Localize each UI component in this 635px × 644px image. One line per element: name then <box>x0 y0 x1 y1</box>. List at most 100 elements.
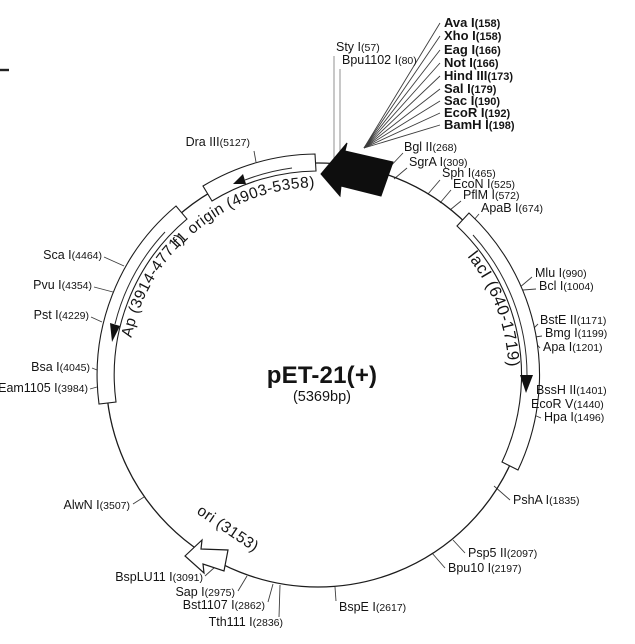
site-name: PshA I <box>513 493 549 507</box>
site-leader-line <box>363 112 441 149</box>
site-leader-line <box>363 75 441 149</box>
site-name: Sty I <box>336 40 361 54</box>
laci-direction-arrowhead <box>520 375 533 393</box>
site-position: (5127) <box>220 137 250 149</box>
ap-gene-band <box>96 205 188 405</box>
site-position: (173) <box>487 71 513 83</box>
site-name: Sap I <box>175 585 204 599</box>
site-position: (4354) <box>62 280 92 292</box>
site-name: Mlu I <box>535 266 562 280</box>
site-position: (2197) <box>491 563 521 575</box>
site-position: (572) <box>495 190 520 202</box>
plasmid-title: pET-21(+) <box>267 362 378 389</box>
site-label: Xho I(158) <box>444 28 502 43</box>
f1-direction-line <box>244 167 293 181</box>
site-leader-line <box>93 286 114 293</box>
site-leader-line <box>449 200 462 211</box>
site-name: Sca I <box>43 248 72 262</box>
site-name: Hpa I <box>544 410 574 424</box>
site-name: SgrA I <box>409 155 443 169</box>
site-position: (3091) <box>173 572 203 584</box>
site-label: Sca I(4464) <box>43 248 102 262</box>
site-leader-line <box>278 584 281 618</box>
site-label: Pvu I(4354) <box>33 278 92 292</box>
site-leader-line <box>334 586 337 602</box>
f1-origin-band <box>202 153 317 202</box>
ap-direction-line <box>114 231 166 325</box>
site-position: (198) <box>489 120 515 132</box>
site-label: SgrA I(309) <box>409 155 468 169</box>
site-position: (2617) <box>376 602 406 614</box>
site-name: Bgl II <box>404 140 433 154</box>
site-label: Bcl I(1004) <box>539 279 594 293</box>
site-position: (179) <box>471 84 497 96</box>
site-name: Bsa I <box>31 360 60 374</box>
site-position: (525) <box>491 179 516 191</box>
site-position: (158) <box>475 18 501 30</box>
site-label: Bpu10 I(2197) <box>448 561 521 575</box>
site-label: Tth111 I(2836) <box>209 615 283 629</box>
site-name: EcoR V <box>531 397 574 411</box>
site-label: Eam1105 I(3984) <box>0 381 88 395</box>
site-leader-line <box>267 583 274 603</box>
site-leader-line <box>363 124 441 149</box>
site-label: Bmg I(1199) <box>545 326 607 340</box>
site-position: (990) <box>562 268 587 280</box>
site-name: Bmg I <box>545 326 578 340</box>
site-label: Eag I(166) <box>444 42 501 57</box>
site-leader-line <box>393 167 408 180</box>
site-position: (192) <box>484 108 510 120</box>
site-name: Sph I <box>442 166 471 180</box>
site-leader-line <box>103 256 125 267</box>
site-label: Sph I(465) <box>442 166 496 180</box>
site-name: Sal I <box>444 81 471 96</box>
site-label: Hpa I(1496) <box>544 410 604 424</box>
site-name: ApaB I <box>481 201 519 215</box>
site-name: Not I <box>444 55 473 70</box>
site-position: (1401) <box>576 385 606 397</box>
site-position: (268) <box>433 142 458 154</box>
site-label: BspE I(2617) <box>339 600 406 614</box>
site-label: BssH II(1401) <box>536 383 607 397</box>
site-position: (158) <box>476 31 502 43</box>
site-position: (465) <box>471 168 496 180</box>
site-name: Eam1105 I <box>0 381 58 395</box>
site-name: Dra III <box>186 135 220 149</box>
site-name: Psp5 II <box>468 546 507 560</box>
site-position: (4045) <box>60 362 90 374</box>
site-position: (1440) <box>573 399 603 411</box>
site-label: Sal I(179) <box>444 81 497 96</box>
site-position: (3507) <box>100 500 130 512</box>
site-label: EcoR V(1440) <box>531 397 604 411</box>
site-leader-line <box>253 150 257 163</box>
site-position: (1496) <box>574 412 604 424</box>
site-label: Apa I(1201) <box>543 340 603 354</box>
site-leader-line <box>363 35 441 149</box>
site-name: Xho I <box>444 28 476 43</box>
site-leader-line <box>204 566 216 577</box>
site-leader-line <box>132 496 145 505</box>
site-position: (57) <box>361 42 380 54</box>
site-label: Ava I(158) <box>444 15 501 30</box>
site-position: (2975) <box>205 587 235 599</box>
site-label: Pst I(4229) <box>34 308 89 322</box>
site-name: EcoR I <box>444 105 484 120</box>
site-leader-line <box>439 189 452 204</box>
site-leader-line <box>91 367 98 371</box>
site-label: BamH I(198) <box>444 117 515 132</box>
site-name: Bcl I <box>539 279 563 293</box>
site-name: BspLU11 I <box>115 570 172 584</box>
site-position: (190) <box>474 96 500 108</box>
ori-arrow <box>184 538 229 575</box>
t7-cloning-region-arrow <box>320 142 394 198</box>
site-label: Bst1107 I(2862) <box>183 598 265 612</box>
site-leader-line <box>363 100 441 149</box>
site-label: ApaB I(674) <box>481 201 543 215</box>
laci-direction-line <box>472 234 528 376</box>
site-leader-line <box>452 539 466 554</box>
site-position: (1835) <box>549 495 579 507</box>
site-name: Tth111 I <box>209 615 253 629</box>
site-leader-line <box>89 386 98 390</box>
